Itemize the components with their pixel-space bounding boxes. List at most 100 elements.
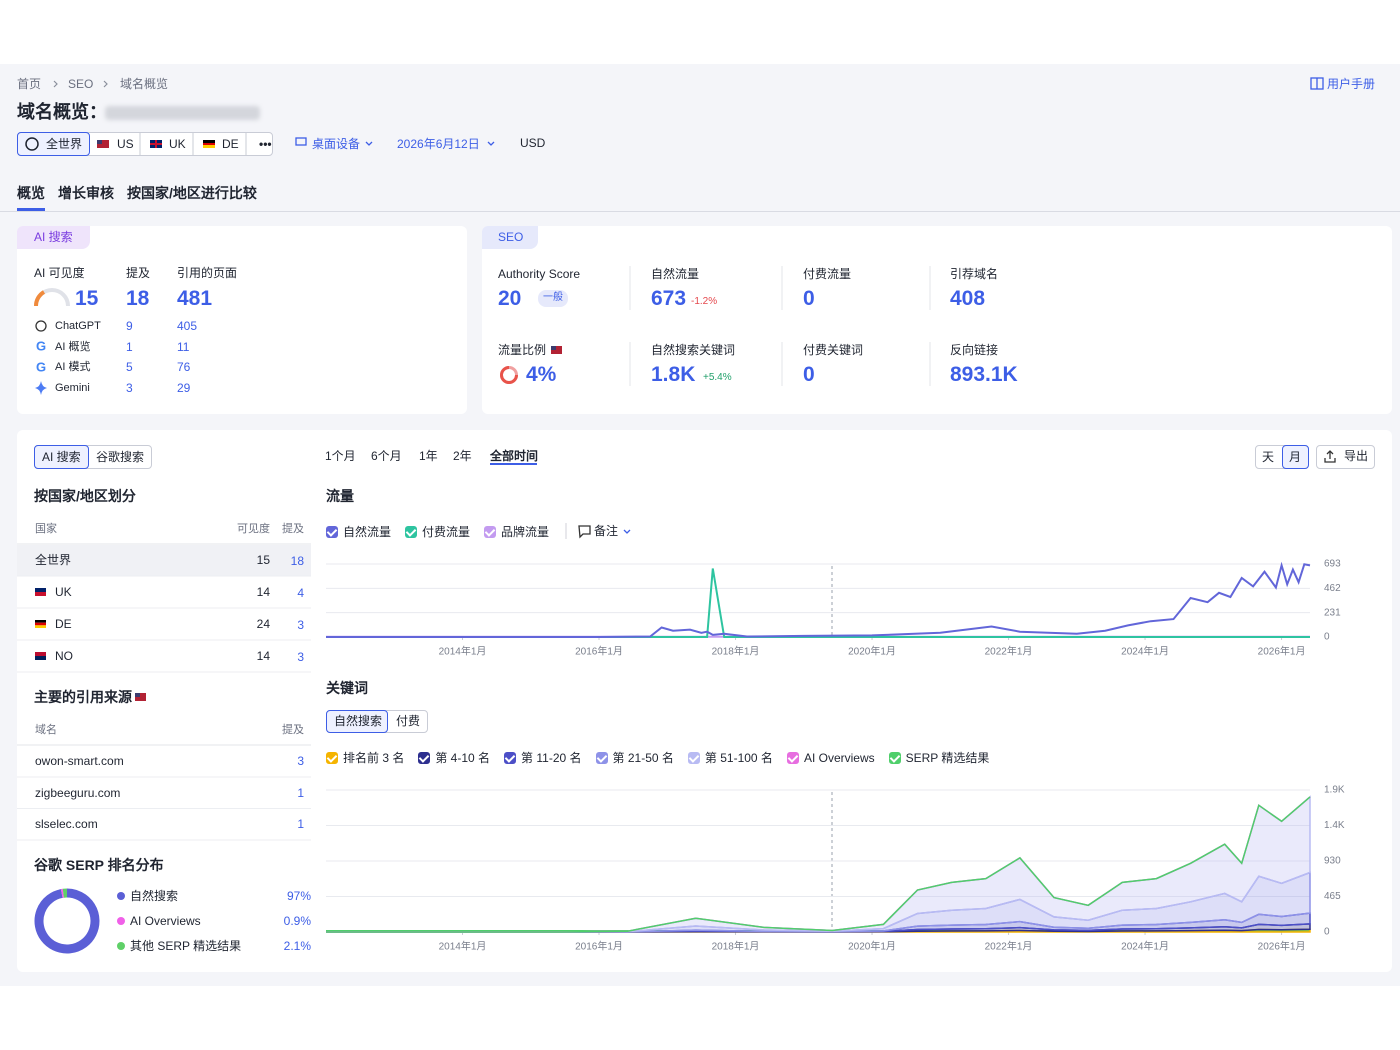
breadcrumb-item[interactable]: 域名概览 bbox=[120, 77, 169, 91]
domain-redacted bbox=[105, 106, 260, 120]
tab[interactable]: 按国家/地区进行比较 bbox=[127, 185, 257, 201]
x-tick-label: 2014年1月 bbox=[439, 645, 487, 658]
database-selected bbox=[17, 132, 90, 156]
metric-label: 流量比例 bbox=[498, 343, 547, 357]
country-mentions: 3 bbox=[297, 618, 304, 632]
period-option[interactable]: 全部时间 bbox=[490, 449, 539, 463]
legend-item[interactable]: 品牌流量 bbox=[484, 523, 549, 540]
breadcrumb-separators bbox=[53, 80, 108, 88]
period-option[interactable]: 6个月 bbox=[371, 449, 402, 463]
series-line bbox=[326, 561, 1311, 638]
legend-swatch bbox=[687, 751, 700, 764]
legend-item[interactable]: 自然流量 bbox=[326, 523, 391, 540]
x-tick-label: 2020年1月 bbox=[848, 645, 896, 658]
legend-label: 第 21-50 名 bbox=[612, 751, 674, 765]
total-value: 18 bbox=[126, 287, 150, 310]
source-option[interactable]: AI 搜索 bbox=[42, 450, 81, 464]
legend-item[interactable]: AI Overviews bbox=[786, 750, 875, 765]
table-header: 提及 bbox=[282, 523, 304, 535]
notes-toggle[interactable]: 备注 bbox=[594, 524, 619, 538]
period-option[interactable]: 1个月 bbox=[325, 449, 356, 463]
legend-label: AI Overviews bbox=[803, 750, 875, 765]
section-title: 按国家/地区划分 bbox=[34, 488, 136, 504]
metric-label: Authority Score bbox=[498, 267, 581, 281]
legend: 排名前 3 名 第 4-10 名 第 11-20 名 第 21-50 名 第 51-10… bbox=[326, 749, 989, 766]
legend-item[interactable]: 第 51-100 名 bbox=[687, 749, 773, 766]
legend-label: 品牌流量 bbox=[501, 525, 550, 539]
source-domain: owon-smart.com bbox=[35, 754, 124, 768]
legend-label: 第 51-100 名 bbox=[704, 751, 773, 765]
database-option[interactable]: UK bbox=[169, 137, 186, 151]
x-tick-label: 2026年1月 bbox=[1258, 940, 1306, 953]
metric-value: 673 bbox=[651, 287, 687, 310]
table-header: 提及 bbox=[282, 724, 304, 736]
tab[interactable]: 增长审核 bbox=[58, 185, 114, 201]
breadcrumb-item[interactable]: 首页 bbox=[17, 77, 42, 91]
x-tick-label: 2018年1月 bbox=[712, 645, 760, 658]
platform-mentions: 3 bbox=[126, 380, 133, 395]
column-header: 引用的页面 bbox=[177, 266, 238, 280]
legend-item[interactable]: 第 4-10 名 bbox=[418, 749, 490, 766]
period-indicator bbox=[490, 463, 537, 465]
legend-swatch bbox=[418, 751, 431, 764]
period-option[interactable]: 2年 bbox=[453, 449, 472, 463]
database-option[interactable]: DE bbox=[222, 137, 239, 151]
legend-item[interactable]: 付费流量 bbox=[405, 523, 470, 540]
us-flags bbox=[135, 346, 562, 701]
metric-change: -1.2% bbox=[691, 296, 718, 307]
y-tick-label: 465 bbox=[1324, 891, 1341, 902]
database-option[interactable]: 全世界 bbox=[46, 137, 83, 151]
legend-item[interactable]: 第 21-50 名 bbox=[595, 749, 674, 766]
country-visibility: 14 bbox=[256, 649, 270, 663]
legend-item[interactable]: SERP 精选结果 bbox=[888, 749, 989, 766]
x-tick-label: 2022年1月 bbox=[985, 645, 1033, 658]
x-tick-label: 2024年1月 bbox=[1121, 645, 1169, 658]
legend-swatch bbox=[888, 751, 901, 764]
granularity-option[interactable]: 天 bbox=[1261, 450, 1275, 464]
keyword-option[interactable]: 付费 bbox=[396, 714, 421, 728]
export-button[interactable] bbox=[1316, 445, 1375, 469]
granularity-option[interactable]: 月 bbox=[1288, 450, 1302, 464]
country-visibility: 24 bbox=[256, 617, 270, 631]
source-mentions: 1 bbox=[297, 785, 304, 800]
source-option[interactable]: 谷歌搜索 bbox=[96, 450, 145, 464]
y-tick-label: 0 bbox=[1324, 927, 1330, 938]
legend-item[interactable]: 排名前 3 名 bbox=[326, 749, 404, 766]
source-domain: zigbeeguru.com bbox=[35, 785, 121, 800]
y-tick-label: 1.9K bbox=[1324, 785, 1345, 796]
x-tick-label: 2016年1月 bbox=[575, 645, 623, 658]
score-tag-bg bbox=[538, 290, 568, 307]
country-name: NO bbox=[55, 649, 73, 663]
period-option[interactable]: 1年 bbox=[419, 449, 438, 463]
device-select[interactable]: 桌面设备 bbox=[312, 137, 361, 151]
legend-dot bbox=[117, 942, 125, 950]
table-header: 域名 bbox=[35, 724, 57, 736]
manual-link[interactable]: 用户手册 bbox=[1327, 77, 1376, 91]
total-value: 15 bbox=[75, 287, 99, 310]
value-label: 0.9% bbox=[283, 914, 311, 928]
trend-panel bbox=[17, 430, 1392, 972]
tab[interactable]: 概览 bbox=[17, 185, 45, 201]
database-option[interactable]: US bbox=[117, 137, 134, 151]
legend-label: 自然搜索 bbox=[130, 889, 179, 903]
more-databases[interactable]: ••• bbox=[259, 137, 272, 151]
country-visibility: 14 bbox=[256, 585, 270, 599]
date-select[interactable]: 2026年6月12日 bbox=[397, 137, 480, 151]
breadcrumb-item[interactable]: SEO bbox=[68, 77, 94, 91]
legend-label: 自然流量 bbox=[343, 525, 392, 539]
source-mentions: 1 bbox=[297, 817, 304, 831]
total-value: 481 bbox=[177, 287, 213, 310]
legend-item[interactable]: 第 11-20 名 bbox=[504, 749, 582, 766]
keyword-option[interactable]: 自然搜索 bbox=[334, 714, 383, 728]
granularity-selected bbox=[1282, 445, 1309, 469]
visibility-gauge-fill bbox=[33, 290, 46, 307]
row-highlight bbox=[17, 545, 311, 576]
platform-name: AI 概览 bbox=[55, 340, 91, 353]
export-label[interactable]: 导出 bbox=[1344, 449, 1369, 463]
seo-card bbox=[482, 226, 1392, 414]
svg-text:G: G bbox=[36, 359, 46, 374]
x-tick-label: 2026年1月 bbox=[1258, 645, 1306, 658]
country-name: UK bbox=[55, 585, 72, 599]
ai-platform-icons: G G bbox=[35, 320, 47, 395]
export-icon bbox=[1324, 450, 1336, 463]
